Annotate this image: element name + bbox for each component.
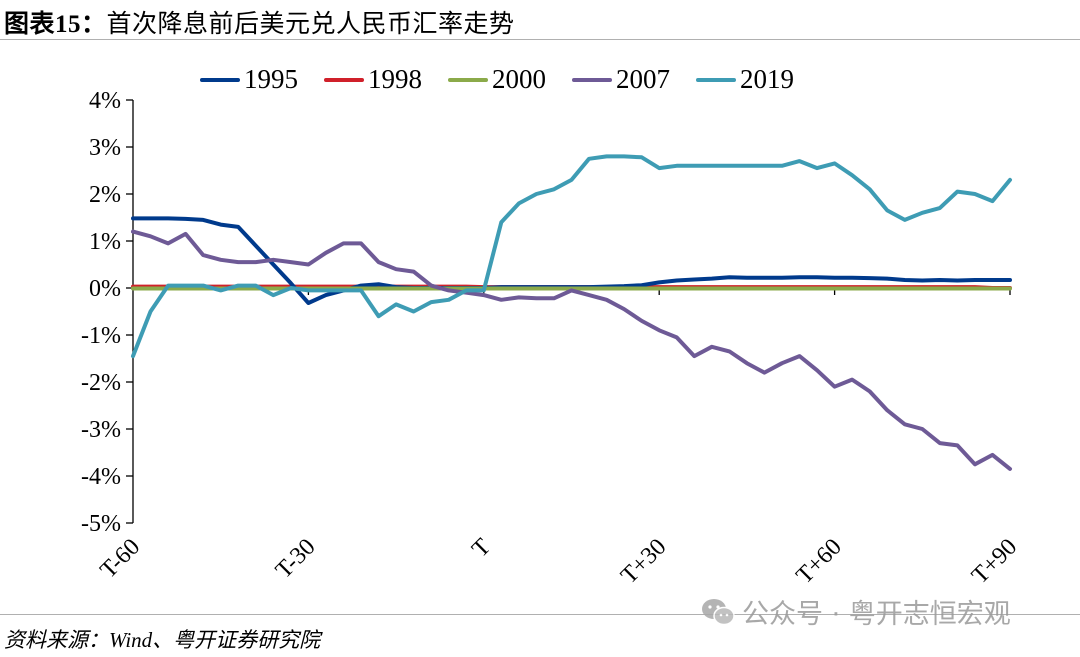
y-tick-label: -1% <box>81 323 121 349</box>
legend-label: 2007 <box>616 64 670 94</box>
chart-legend: 1995 1998 2000 2007 2019 <box>200 64 794 95</box>
x-tick-label: T-60 <box>95 534 145 584</box>
legend-item-2007: 2007 <box>572 64 670 95</box>
source-note: 资料来源：Wind、粤开证券研究院 <box>4 628 321 652</box>
legend-label: 1995 <box>244 64 298 94</box>
legend-item-1995: 1995 <box>200 64 298 95</box>
bottom-divider <box>0 614 1080 615</box>
y-tick-label: 4% <box>89 88 121 114</box>
figure-title: 首次降息前后美元兑人民币汇率走势 <box>106 11 515 38</box>
legend-label: 2000 <box>492 64 546 94</box>
legend-swatch <box>696 77 736 82</box>
y-tick-label: -4% <box>81 464 121 490</box>
legend-item-1998: 1998 <box>324 64 422 95</box>
wechat-icon <box>702 598 735 625</box>
top-divider <box>0 39 1080 40</box>
legend-label: 1998 <box>368 64 422 94</box>
y-tick-label: 1% <box>89 229 121 255</box>
y-tick-label: -3% <box>81 417 121 443</box>
y-tick-label: 0% <box>89 276 121 302</box>
x-tick-label: T+90 <box>967 534 1022 589</box>
legend-swatch <box>324 77 364 82</box>
series-2007-line <box>131 229 1012 471</box>
chart-title: 图表15：首次降息前后美元兑人民币汇率走势 <box>4 4 515 40</box>
figure-number: 图表15： <box>4 11 107 38</box>
legend-swatch <box>448 77 488 82</box>
x-tick-label: T+60 <box>792 534 847 589</box>
x-tick-label: T+30 <box>616 534 671 589</box>
legend-item-2000: 2000 <box>448 64 546 95</box>
legend-label: 2019 <box>740 64 794 94</box>
watermark-text: 公众号 · 粤开志恒宏观 <box>742 599 1011 630</box>
y-tick-label: -5% <box>81 511 121 537</box>
legend-item-2019: 2019 <box>696 64 794 95</box>
legend-swatch <box>200 77 240 82</box>
x-tick-label: T-30 <box>271 534 321 584</box>
y-tick-label: 2% <box>89 182 121 208</box>
y-tick-label: 3% <box>89 135 121 161</box>
x-tick-label: T <box>467 534 496 563</box>
watermark: 公众号 · 粤开志恒宏观 <box>700 592 1011 631</box>
legend-swatch <box>572 77 612 82</box>
series-2019-line <box>131 154 1012 359</box>
y-tick-label: -2% <box>81 370 121 396</box>
